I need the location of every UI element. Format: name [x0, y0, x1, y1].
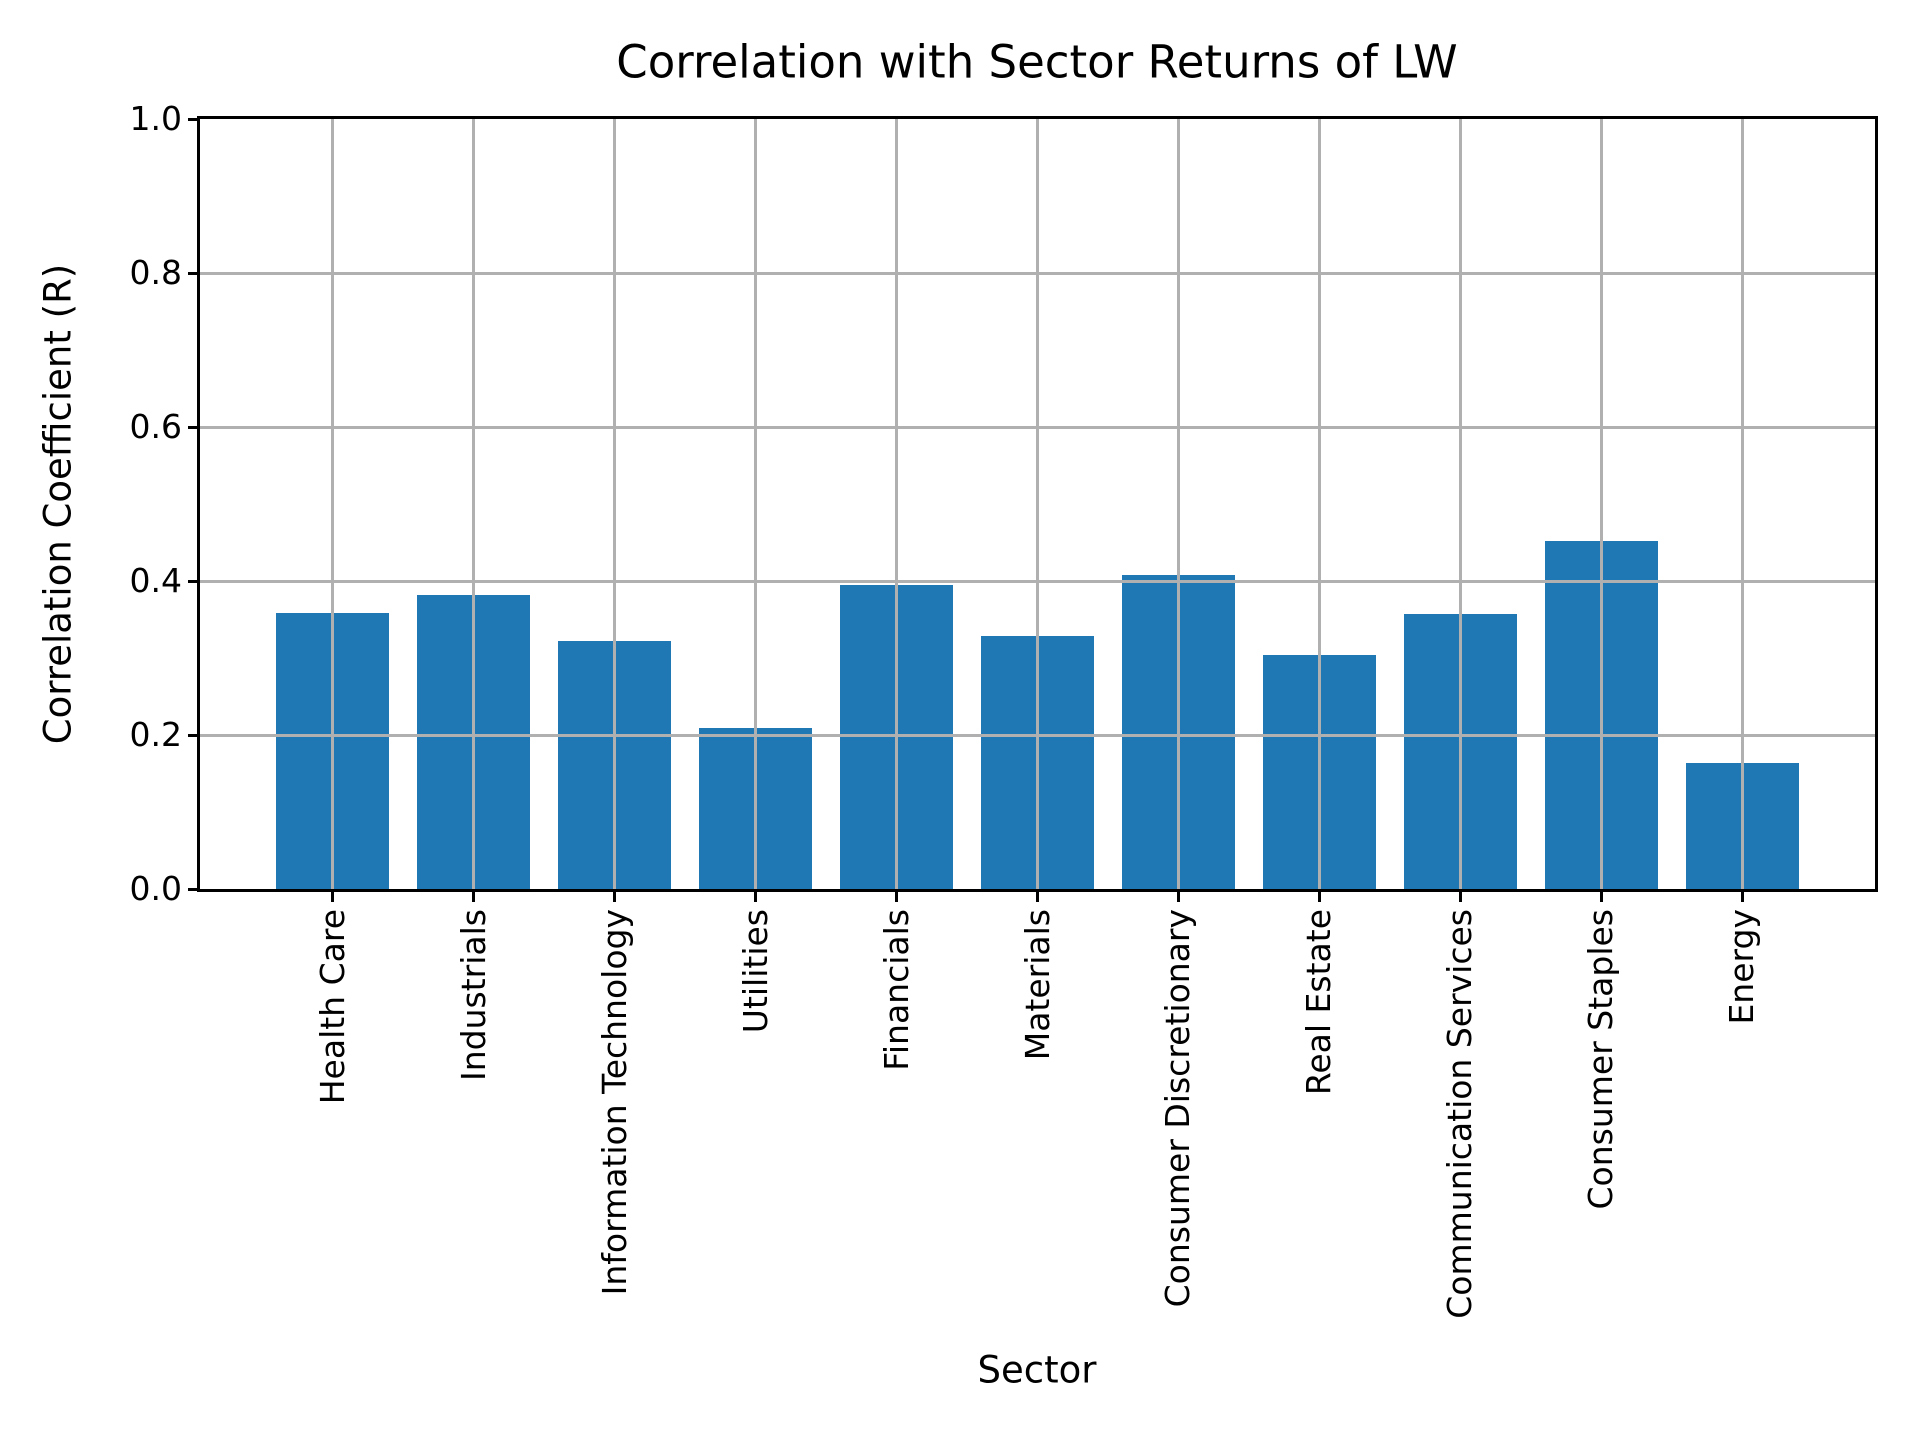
x-tick-label-wrap: Communication Services	[1440, 909, 1480, 1323]
x-tick-label-wrap: Consumer Discretionary	[1158, 909, 1198, 1311]
x-tick-label-wrap: Industrials	[453, 909, 493, 1085]
gridline-vertical	[613, 119, 617, 889]
x-tick-mark	[1176, 890, 1180, 902]
gridline-vertical	[1176, 119, 1180, 889]
x-tick-mark	[1458, 890, 1462, 902]
y-tick-label: 0.6	[129, 407, 182, 446]
x-tick-label-wrap: Health Care	[312, 909, 352, 1108]
x-tick-label: Utilities	[735, 909, 775, 1034]
y-tick-label: 0.4	[129, 561, 182, 600]
x-tick-label: Communication Services	[1440, 909, 1480, 1319]
x-tick-label: Consumer Discretionary	[1158, 909, 1198, 1308]
x-tick-label-wrap: Financials	[876, 909, 916, 1075]
chart-title: Correlation with Sector Returns of LW	[616, 35, 1458, 89]
gridline-vertical	[1740, 119, 1744, 889]
x-tick-label: Energy	[1722, 909, 1762, 1025]
x-tick-label-wrap: Information Technology	[594, 909, 634, 1299]
x-tick-label: Health Care	[312, 909, 352, 1105]
x-tick-mark	[331, 890, 335, 902]
y-tick-label: 0.8	[129, 253, 182, 292]
x-tick-label-wrap: Real Estate	[1299, 909, 1339, 1099]
y-tick-mark	[188, 887, 200, 891]
x-tick-label-wrap: Consumer Staples	[1581, 909, 1621, 1213]
gridline-vertical	[1599, 119, 1603, 889]
y-tick-label: 0.0	[129, 869, 182, 908]
x-tick-mark	[754, 890, 757, 902]
x-tick-label: Consumer Staples	[1581, 909, 1621, 1210]
y-tick-label: 0.2	[129, 715, 182, 754]
x-tick-mark	[613, 890, 617, 902]
y-tick-mark	[188, 579, 200, 583]
y-tick-mark	[188, 733, 200, 737]
y-tick-label: 1.0	[129, 99, 182, 138]
gridline-vertical	[1458, 119, 1462, 889]
x-tick-mark	[1317, 890, 1321, 902]
y-tick-mark	[188, 425, 200, 429]
x-tick-label: Financials	[876, 909, 916, 1071]
x-tick-label-wrap: Energy	[1722, 909, 1762, 1029]
x-tick-label: Industrials	[453, 909, 493, 1081]
x-tick-mark	[1740, 890, 1744, 902]
x-tick-mark	[895, 890, 898, 902]
x-tick-mark	[1036, 890, 1039, 902]
y-tick-mark	[188, 117, 200, 121]
gridline-vertical	[754, 119, 757, 889]
x-tick-label-wrap: Materials	[1017, 909, 1057, 1064]
gridline-vertical	[331, 119, 335, 889]
x-tick-label-wrap: Utilities	[735, 909, 775, 1037]
gridline-vertical	[1317, 119, 1321, 889]
x-tick-mark	[1599, 890, 1603, 902]
gridline-vertical	[1036, 119, 1039, 889]
x-tick-label: Materials	[1017, 909, 1057, 1061]
gridline-vertical	[472, 119, 476, 889]
x-tick-label: Real Estate	[1299, 909, 1339, 1096]
y-tick-mark	[188, 271, 200, 275]
x-axis-label: Sector	[977, 1348, 1097, 1392]
y-axis-label: Correlation Coefficient (R)	[36, 263, 80, 745]
gridline-vertical	[895, 119, 898, 889]
plot-area	[200, 119, 1875, 889]
x-tick-label: Information Technology	[594, 909, 634, 1296]
x-tick-mark	[472, 890, 476, 902]
